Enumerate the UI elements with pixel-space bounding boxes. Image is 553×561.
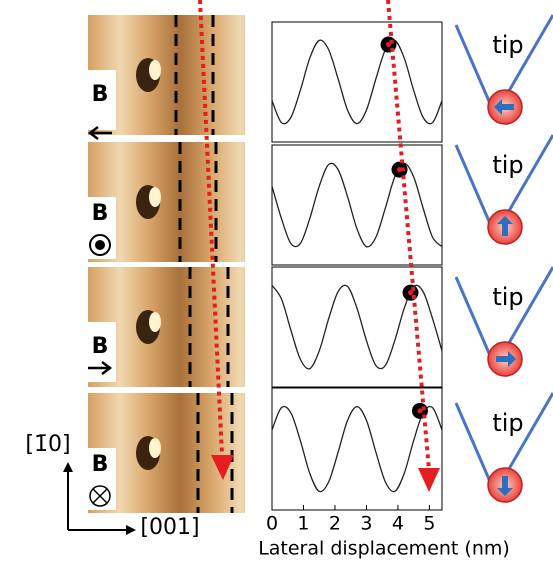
field-symbol [95, 240, 105, 250]
spin-arrow-shape [496, 351, 516, 367]
adatom-highlight [149, 312, 161, 332]
field-symbol [89, 485, 111, 507]
field-symbol [89, 234, 111, 256]
x-tick-label: 4 [392, 513, 404, 535]
trace-arrow [211, 455, 234, 480]
spin-arrow-shape [497, 216, 513, 236]
spin-arrow [497, 476, 513, 496]
adatom-highlight [149, 438, 161, 458]
tip-label: tip [492, 409, 523, 437]
field-label: B [92, 334, 109, 359]
tip-diagram: tip [454, 266, 553, 377]
stm-panel: B [84, 15, 245, 140]
x-tick-label: 3 [360, 513, 372, 535]
arrowhead [63, 462, 73, 472]
curve [271, 39, 443, 125]
plot-frame [271, 387, 443, 511]
marker-center [385, 42, 391, 48]
axis-label-horizontal: [001] [140, 515, 199, 540]
field-arrow [87, 126, 112, 140]
plots: 0 1 2 3 4 5 Lateral displacement (nm) [258, 21, 510, 560]
stm-panel: B [84, 393, 245, 513]
x-tick-label: 2 [329, 513, 341, 535]
spin-arrow [494, 99, 514, 115]
spin-arrow-shape [494, 99, 514, 115]
axis-label-vertical: [1̄0] [25, 432, 70, 457]
x-tick-label: 1 [297, 513, 309, 535]
tip-label: tip [492, 31, 523, 59]
curve [271, 162, 443, 248]
marker-center [408, 290, 414, 296]
tip-label: tip [492, 151, 523, 179]
x-tick-label: 0 [266, 513, 278, 535]
tip-label: tip [492, 283, 523, 311]
field-symbol [92, 488, 108, 504]
stm-images: B B B B [84, 15, 245, 513]
tip-diagram: tip [454, 14, 553, 125]
label-box [84, 322, 116, 382]
spin-arrow [497, 216, 513, 236]
tip-diagram: tip [454, 392, 553, 503]
field-label: B [92, 82, 109, 107]
trace-line [386, 0, 431, 471]
tip-diagram: tip [454, 134, 553, 245]
x-axis-label: Lateral displacement (nm) [258, 538, 510, 560]
trace-line [198, 0, 224, 456]
stm-panel: B [84, 267, 245, 387]
plot-frame [271, 21, 443, 143]
field-label: B [92, 201, 109, 226]
plot-frame [271, 144, 443, 266]
spin-arrow-shape [497, 476, 513, 496]
label-box [84, 448, 116, 510]
x-tick-label: 5 [423, 513, 435, 535]
field-arrow [88, 361, 113, 375]
axes-arrows [67, 470, 128, 531]
field-label: B [92, 452, 109, 477]
arrowhead [126, 525, 136, 535]
label-box [84, 70, 116, 130]
curve [271, 405, 443, 493]
plot-frame [271, 266, 443, 388]
adatom-highlight [149, 187, 161, 207]
tip-diagrams: tip tip tip tip [454, 14, 553, 503]
trace-arrow [418, 468, 440, 492]
spin-arrow [496, 351, 516, 367]
marker-center [417, 408, 423, 414]
stm-panel: B [84, 142, 245, 262]
adatom-highlight [149, 60, 161, 80]
